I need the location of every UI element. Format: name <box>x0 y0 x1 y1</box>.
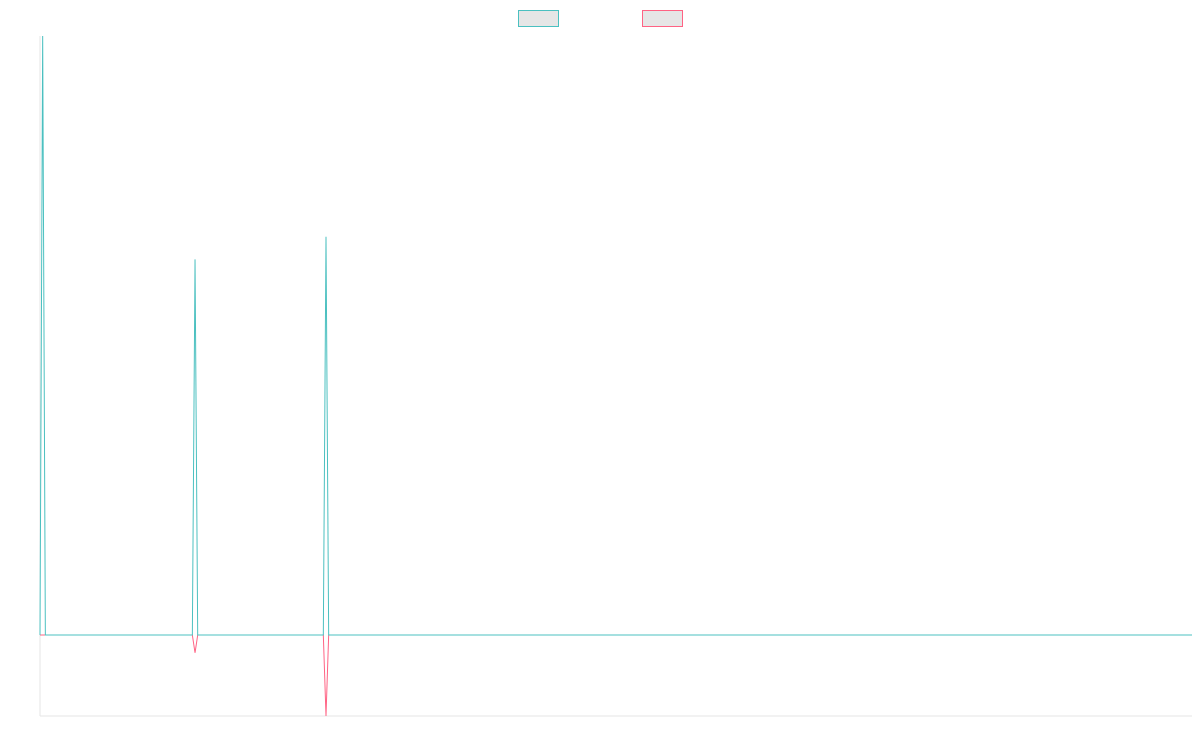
legend-item-1[interactable] <box>518 10 559 27</box>
series-layer <box>39 35 1192 717</box>
legend-swatch[interactable] <box>642 10 683 27</box>
axes <box>39 36 1192 717</box>
series-line-1 <box>39 35 1192 636</box>
legend-swatch[interactable] <box>518 10 559 27</box>
legend <box>518 10 683 27</box>
legend-item-2[interactable] <box>642 10 683 27</box>
series-line-2 <box>40 634 1192 717</box>
